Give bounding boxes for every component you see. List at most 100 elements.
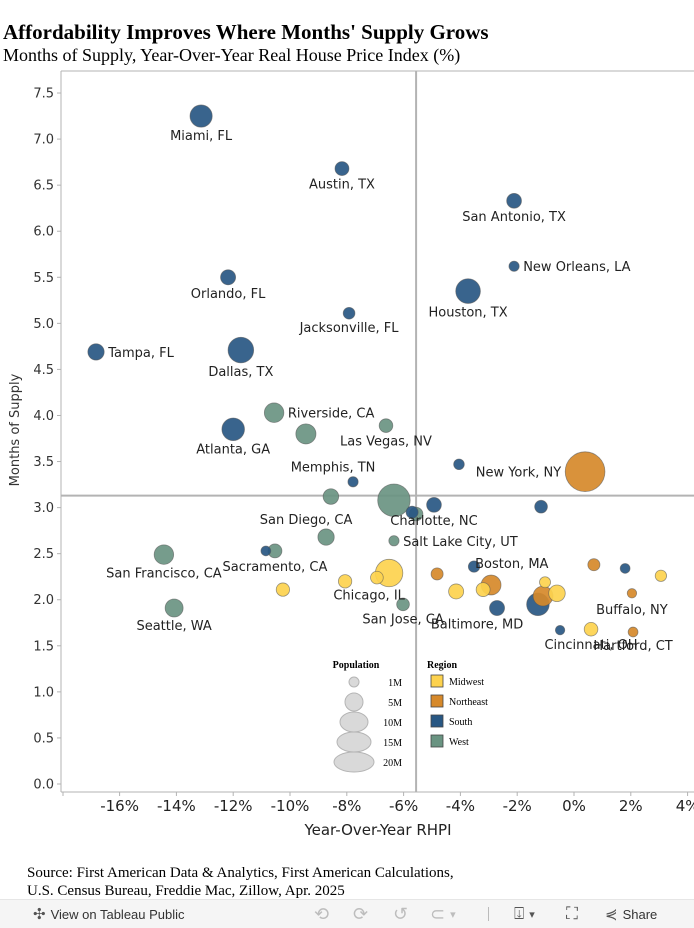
y-tick-label: 7.0 [33, 133, 54, 148]
color-legend-label: South [449, 717, 472, 728]
size-legend-title: Population [333, 660, 380, 671]
point-label: Jacksonville, FL [299, 321, 400, 336]
y-tick-label: 6.5 [33, 179, 54, 194]
data-point[interactable] [378, 418, 394, 433]
data-point[interactable] [539, 576, 551, 589]
download-button[interactable]: ⍗ ▾ [514, 900, 535, 928]
data-point[interactable] [508, 260, 520, 272]
data-point[interactable] [189, 104, 213, 128]
share-button[interactable]: ⋞ Share [605, 900, 657, 928]
data-point[interactable] [548, 584, 566, 602]
point-label: Cincinnati, OH [544, 638, 637, 653]
data-point[interactable] [347, 476, 359, 488]
point-label: Baltimore, MD [431, 618, 523, 633]
data-point[interactable] [619, 563, 631, 574]
data-point[interactable] [587, 558, 601, 572]
data-point[interactable] [583, 621, 599, 637]
y-tick-label: 7.5 [33, 87, 54, 102]
color-legend-swatch[interactable] [430, 734, 444, 748]
data-point[interactable] [475, 582, 491, 597]
data-point[interactable] [554, 625, 566, 636]
chart-title: Affordability Improves Where Months' Sup… [3, 20, 489, 44]
data-point[interactable] [489, 600, 505, 616]
point-label: Memphis, TN [291, 461, 376, 476]
data-point[interactable] [220, 269, 237, 286]
y-tick-label: 3.0 [33, 501, 54, 516]
source-line-2: U.S. Census Bureau, Freddie Mac, Zillow,… [27, 883, 345, 899]
data-point[interactable] [654, 569, 667, 582]
point-label: San Jose, CA [362, 613, 443, 628]
axes: 0.0 0.5 1.0 1.5 2.0 2.5 3.0 3.5 4.0 4.5 5.0 5.5 6.0 6… [8, 70, 694, 839]
point-label: San Antonio, TX [462, 210, 566, 225]
chart-subtitle: Months of Supply, Year-Over-Year Real Ho… [3, 45, 461, 65]
scatter-chart[interactable]: 0.0 0.5 1.0 1.5 2.0 2.5 3.0 3.5 4.0 4.5 5.0 5.5 6.0 6… [0, 0, 694, 860]
data-point[interactable] [338, 574, 353, 589]
data-point[interactable] [322, 488, 340, 505]
data-point[interactable] [334, 161, 350, 176]
data-point[interactable] [426, 497, 442, 513]
data-point[interactable] [260, 545, 272, 557]
color-legend-title: Region [427, 660, 457, 671]
data-point[interactable] [564, 451, 606, 492]
y-tick-label: 3.5 [33, 455, 54, 470]
data-point[interactable] [455, 278, 481, 304]
share-icon: ⋞ [605, 906, 618, 923]
data-point[interactable] [164, 598, 184, 618]
data-point[interactable] [626, 588, 638, 599]
data-point[interactable] [87, 343, 105, 361]
data-point[interactable] [467, 560, 481, 573]
data-point[interactable] [448, 583, 465, 600]
point-label: Orlando, FL [191, 287, 266, 302]
data-point[interactable] [317, 528, 335, 546]
size-legend-label: 15M [383, 738, 402, 749]
x-tick-label: -14% [157, 797, 196, 815]
data-point[interactable] [627, 626, 639, 638]
point-label: Charlotte, NC [390, 514, 477, 529]
color-legend-swatch[interactable] [430, 714, 444, 728]
data-point[interactable] [275, 582, 290, 597]
data-point[interactable] [377, 483, 411, 517]
revert-button[interactable]: ↺ [393, 900, 408, 928]
size-legend-label: 10M [383, 718, 402, 729]
data-point[interactable] [430, 567, 444, 581]
data-point[interactable] [453, 458, 465, 471]
data-point[interactable] [396, 597, 410, 612]
share-label: Share [622, 906, 658, 922]
data-point[interactable] [405, 505, 419, 519]
data-point[interactable] [263, 402, 285, 423]
data-point[interactable] [534, 499, 548, 514]
point-label: Tampa, FL [107, 346, 174, 361]
y-tick-label: 0.5 [33, 731, 54, 746]
y-tick-label: 5.5 [33, 271, 54, 286]
data-point[interactable] [342, 306, 356, 320]
view-on-tableau-label: View on Tableau Public [50, 906, 185, 922]
x-tick-label: -8% [332, 797, 361, 815]
source-note: Source: First American Data & Analytics,… [27, 864, 454, 900]
toolbar-divider [488, 907, 489, 921]
data-point[interactable] [295, 423, 317, 445]
x-tick-label: -6% [389, 797, 418, 815]
view-on-tableau-link[interactable]: ✣ View on Tableau Public [33, 900, 185, 928]
redo-button[interactable]: ⟳ [353, 900, 368, 928]
data-point[interactable] [506, 193, 522, 209]
point-label: Dallas, TX [208, 365, 273, 380]
fullscreen-button[interactable]: ⛶ [566, 900, 578, 928]
y-tick-label: 0.0 [33, 778, 54, 793]
data-point[interactable] [370, 570, 384, 585]
pause-icon: ⊂ [430, 903, 446, 924]
data-point[interactable] [227, 336, 255, 364]
x-tick-label: 4% [676, 797, 694, 815]
color-legend-label: Northeast [449, 697, 488, 708]
undo-button[interactable]: ⟲ [314, 900, 329, 928]
y-tick-label: 1.0 [33, 685, 54, 700]
x-tick-label: 2% [619, 797, 643, 815]
color-legend-swatch[interactable] [430, 674, 444, 688]
point-label: Riverside, CA [288, 407, 375, 422]
chevron-down-icon: ▾ [529, 908, 535, 921]
pause-updates-button[interactable]: ⊂ ▾ [430, 900, 456, 928]
data-point[interactable] [221, 417, 245, 441]
point-label: Hartford, CT [593, 639, 672, 654]
color-legend-swatch[interactable] [430, 694, 444, 708]
data-point[interactable] [388, 535, 400, 547]
data-point[interactable] [153, 544, 175, 565]
